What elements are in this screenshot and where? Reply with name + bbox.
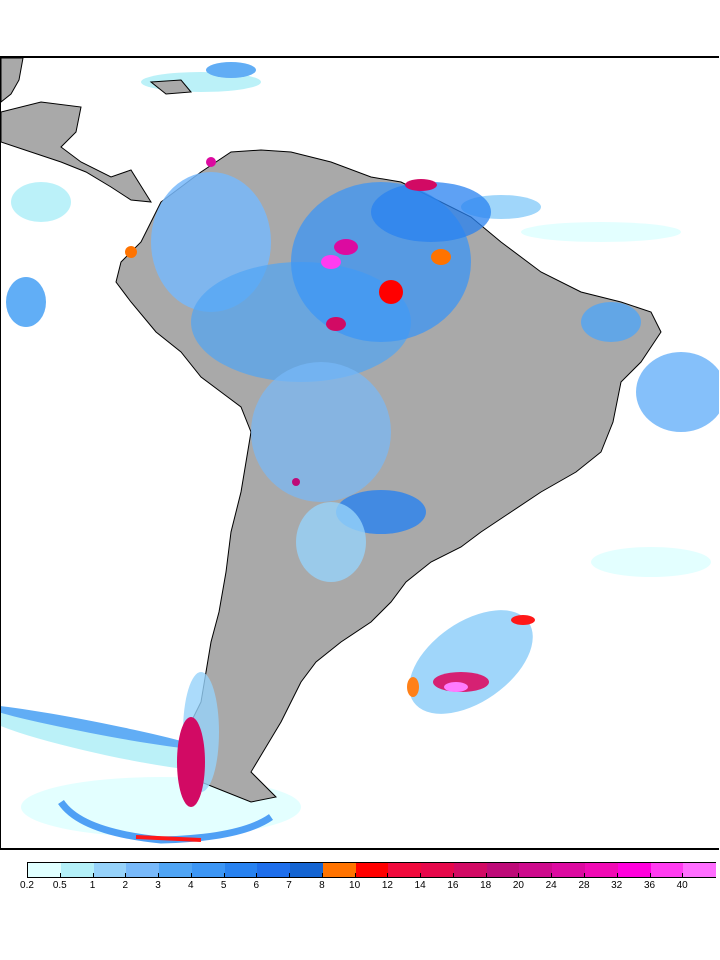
colorbar-tick-labels: 0.2 0.5 1 2 3 4 5 6 7 8 10 12 14 16 18 2… xyxy=(20,880,715,894)
legend-swatch xyxy=(190,863,225,878)
legend-tick-label: 2 xyxy=(122,880,129,891)
legend-tick-label: 8 xyxy=(319,880,325,891)
legend-swatch xyxy=(682,863,717,878)
legend-tick-label: 20 xyxy=(512,880,524,891)
legend-tick-label: 28 xyxy=(578,880,590,891)
legend-tick-label: 10 xyxy=(349,880,361,891)
legend-swatch xyxy=(321,863,356,878)
legend-tick-label: 12 xyxy=(381,880,393,891)
legend-swatch xyxy=(616,863,651,878)
legend-tick-label: 24 xyxy=(545,880,557,891)
legend-tick-label: 4 xyxy=(188,880,194,891)
legend-tick-label: 0.2 xyxy=(20,880,34,891)
legend-swatch xyxy=(485,863,520,878)
legend-swatch xyxy=(59,863,94,878)
legend-swatch xyxy=(420,863,454,878)
legend-swatch xyxy=(256,863,291,878)
precipitation-map xyxy=(0,56,719,850)
legend-swatch xyxy=(387,863,422,878)
legend-tick-label: 32 xyxy=(611,880,623,891)
legend-tick-label: 1 xyxy=(89,880,96,891)
legend-swatch xyxy=(223,863,258,878)
legend-swatch xyxy=(158,863,192,878)
legend-tick-label: 40 xyxy=(676,880,688,891)
legend-swatch xyxy=(551,863,586,878)
legend-tick-label: 6 xyxy=(253,880,260,891)
legend-swatch xyxy=(452,863,487,878)
legend-tick-label: 7 xyxy=(286,880,292,891)
map-canvas xyxy=(1,58,719,844)
colorbar-legend xyxy=(27,862,717,878)
legend-tick-label: 36 xyxy=(643,880,656,891)
legend-tick-label: 5 xyxy=(220,880,227,891)
legend-swatch xyxy=(125,863,160,878)
legend-tick-label: 0.5 xyxy=(52,880,67,891)
legend-swatch xyxy=(518,863,553,878)
legend-tick-label: 14 xyxy=(414,880,426,891)
legend-swatch xyxy=(584,863,618,878)
legend-tick-label: 18 xyxy=(480,880,492,891)
legend-tick-label: 3 xyxy=(155,880,161,891)
legend-tick-label: 16 xyxy=(447,880,459,891)
legend-swatch xyxy=(92,863,127,878)
legend-swatch xyxy=(289,863,323,878)
land-precip xyxy=(125,157,641,807)
legend-swatch xyxy=(354,863,389,878)
legend-swatch xyxy=(649,863,684,878)
legend-swatch xyxy=(28,863,61,877)
